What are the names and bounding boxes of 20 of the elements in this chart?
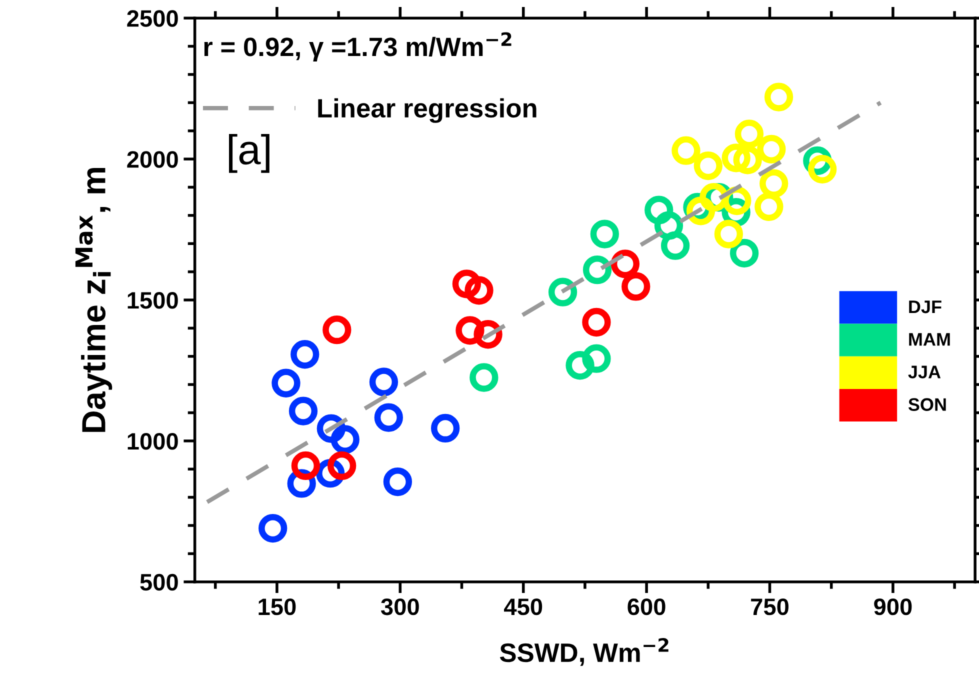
x-tick-label: 750 (751, 598, 788, 616)
x-axis-title: SSWD, Wm$^{−2}$ (500, 638, 668, 666)
legend-label: MAM (909, 333, 950, 346)
legend-label: JJA (908, 366, 941, 378)
y-tick-label: 500 (140, 574, 178, 591)
y-tick-label: 1000 (128, 432, 178, 450)
y-axis-title: Daytime z$_{i}$$^{Max}$, m (75, 168, 112, 432)
legend-label: DJF (909, 300, 942, 314)
annotation: [a] (229, 134, 270, 173)
legend-label: SON (908, 398, 946, 411)
x-tick-label: 150 (258, 598, 296, 616)
x-tick-label: 900 (874, 598, 912, 616)
y-tick-label: 2000 (127, 151, 178, 168)
y-tick-label: 1500 (128, 292, 178, 309)
x-tick-label: 300 (381, 598, 419, 616)
annotation: r = 0.92, γ =1.73 m/Wm$^{−2}$ (204, 32, 512, 62)
legend-label: Linear regression (318, 98, 536, 123)
x-tick-label: 450 (504, 598, 542, 616)
x-tick-label: 600 (628, 598, 666, 616)
y-tick-label: 2500 (127, 10, 178, 27)
